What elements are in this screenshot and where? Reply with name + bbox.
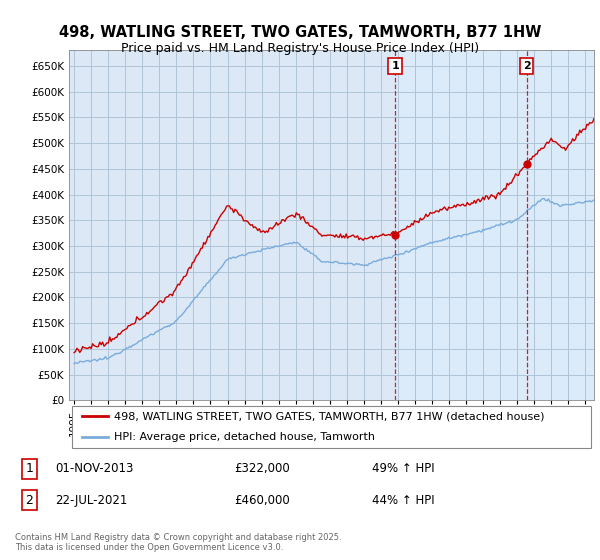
Text: 2: 2 [25, 494, 34, 507]
Text: 498, WATLING STREET, TWO GATES, TAMWORTH, B77 1HW: 498, WATLING STREET, TWO GATES, TAMWORTH… [59, 25, 541, 40]
Text: 498, WATLING STREET, TWO GATES, TAMWORTH, B77 1HW (detached house): 498, WATLING STREET, TWO GATES, TAMWORTH… [113, 411, 544, 421]
Bar [395, 50, 594, 400]
FancyBboxPatch shape [71, 405, 592, 448]
Text: £460,000: £460,000 [234, 494, 290, 507]
Text: 22-JUL-2021: 22-JUL-2021 [55, 494, 128, 507]
Text: 1: 1 [391, 61, 399, 71]
Text: 44% ↑ HPI: 44% ↑ HPI [372, 494, 435, 507]
Text: 2: 2 [523, 61, 531, 71]
Text: HPI: Average price, detached house, Tamworth: HPI: Average price, detached house, Tamw… [113, 432, 374, 442]
Text: £322,000: £322,000 [234, 462, 290, 475]
Text: 49% ↑ HPI: 49% ↑ HPI [372, 462, 435, 475]
Text: 1: 1 [25, 462, 34, 475]
Text: Price paid vs. HM Land Registry's House Price Index (HPI): Price paid vs. HM Land Registry's House … [121, 42, 479, 55]
Text: Contains HM Land Registry data © Crown copyright and database right 2025.
This d: Contains HM Land Registry data © Crown c… [15, 533, 341, 552]
Text: 01-NOV-2013: 01-NOV-2013 [55, 462, 134, 475]
